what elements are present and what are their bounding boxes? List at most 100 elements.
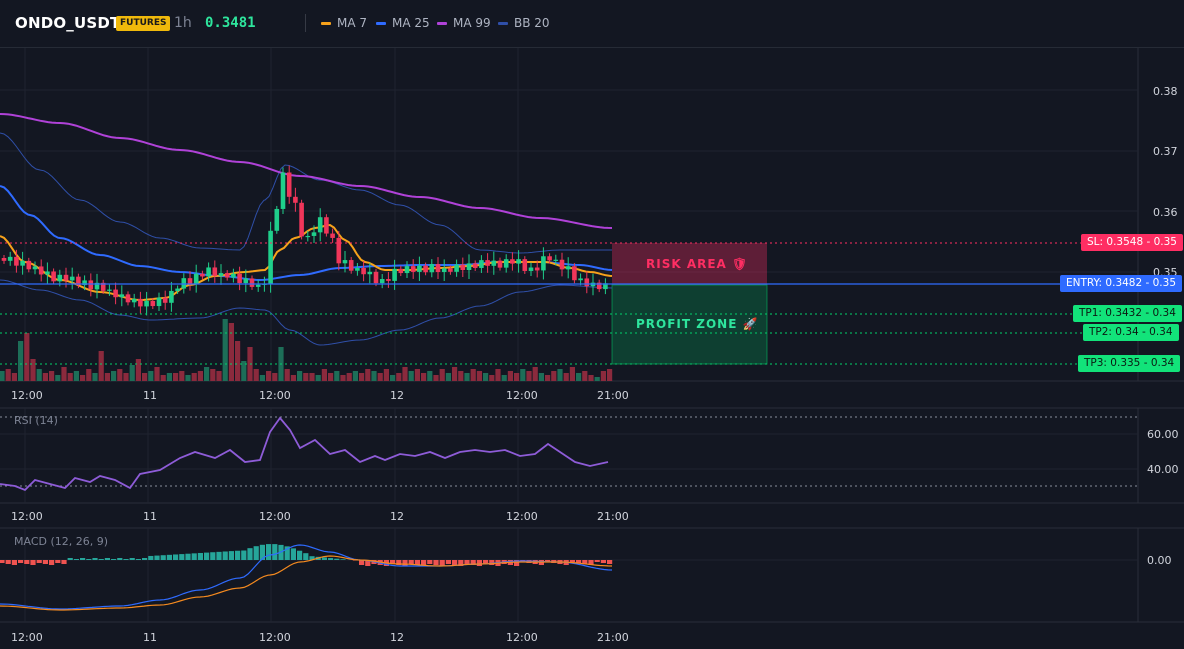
candle-body (107, 289, 112, 291)
volume-bar (569, 367, 575, 381)
candle-body (367, 271, 373, 275)
legend-ma99[interactable]: MA 99 (437, 16, 491, 30)
time-tick: 12:00 (11, 389, 43, 402)
candle-body (373, 271, 379, 284)
profit-zone[interactable] (611, 284, 768, 365)
bb-upper-line (0, 132, 612, 254)
candle-body (361, 268, 366, 275)
macd-histogram-bar (42, 560, 48, 564)
volume-bar (557, 369, 563, 381)
macd-histogram-bar (607, 560, 613, 564)
candle-body (274, 208, 280, 231)
candle-body (466, 263, 472, 271)
tp2-price-tag[interactable]: TP2: 0.34 - 0.34 (1083, 324, 1179, 341)
candle-body (206, 267, 211, 277)
volume-bar (204, 367, 210, 381)
macd-histogram-bar (204, 552, 210, 560)
volume-bar (576, 373, 582, 381)
macd-histogram-bar (5, 560, 11, 564)
volume-bar (340, 375, 346, 381)
sl-price-tag[interactable]: SL: 0.3548 - 0.35 (1081, 234, 1183, 251)
legend-bb20[interactable]: BB 20 (498, 16, 550, 30)
time-axis-rsi: 12:00 11 12:00 12 12:00 21:00 (11, 510, 629, 523)
volume-bar (377, 373, 383, 381)
rsi-tick: 60.00 (1147, 428, 1179, 441)
macd-histogram-bar (545, 560, 551, 562)
macd-histogram-bar (241, 550, 247, 560)
legend-ma25-label: MA 25 (392, 16, 430, 30)
volume-bar (532, 367, 538, 381)
legend-ma99-label: MA 99 (453, 16, 491, 30)
macd-histogram-bar (427, 560, 433, 564)
volume-bar (489, 375, 495, 381)
macd-histogram-bar (0, 560, 5, 563)
time-tick: 21:00 (597, 389, 629, 402)
candle-body (559, 259, 565, 270)
macd-histogram-bar (421, 560, 427, 566)
candle-body (379, 279, 385, 284)
candle-body (237, 273, 242, 284)
macd-histogram-bar (11, 560, 17, 565)
time-tick: 12:00 (11, 510, 43, 523)
tp1-price-tag[interactable]: TP1: 0.3432 - 0.34 (1073, 305, 1182, 322)
candle-body (45, 271, 50, 275)
volume-bar (433, 375, 439, 381)
macd-histogram-bar (284, 546, 290, 560)
risk-area-zone[interactable] (612, 243, 767, 285)
volume-bar (67, 373, 73, 381)
candle-body (200, 273, 205, 277)
candle-body (156, 297, 162, 307)
candle-body (429, 264, 435, 273)
macd-histogram-bar (210, 552, 216, 560)
volume-bar (390, 375, 396, 381)
price-tick: 0.37 (1153, 145, 1178, 158)
volume-bar (179, 371, 185, 381)
volume-bar (24, 333, 30, 381)
volume-bar (222, 319, 228, 381)
volume-bar (396, 373, 402, 381)
time-tick: 12 (390, 389, 404, 402)
candle-body (541, 256, 546, 271)
candle-body (131, 298, 137, 303)
time-axis-macd: 12:00 11 12:00 12 12:00 21:00 (11, 631, 629, 644)
macd-histogram-bar (489, 560, 495, 565)
volume-bar (421, 373, 427, 381)
volume-bar (309, 373, 315, 381)
candle-body (317, 217, 323, 233)
volume-bar (315, 375, 321, 381)
macd-histogram-bar (80, 558, 86, 560)
macd-histogram-bar (458, 560, 464, 566)
candle-body (38, 266, 44, 275)
symbol-name[interactable]: ONDO_USDT (15, 14, 121, 32)
volume-bar (216, 371, 222, 381)
candle-body (472, 263, 478, 268)
legend-ma25[interactable]: MA 25 (376, 16, 430, 30)
volume-bar (545, 375, 551, 381)
volume-bar (470, 369, 476, 381)
volume-bar (55, 375, 61, 381)
candle-body (398, 268, 404, 274)
entry-price-tag[interactable]: ENTRY: 0.3482 - 0.35 (1060, 275, 1183, 292)
volume-bar (427, 371, 433, 381)
volume-bar (600, 371, 606, 381)
candle-body (454, 264, 459, 272)
candle-body (305, 235, 311, 238)
macd-histogram-bar (197, 552, 203, 560)
candle-body (249, 278, 255, 287)
macd-histogram-bar (30, 560, 36, 565)
timeframe-selector[interactable]: 1h (174, 15, 192, 31)
tp3-price-tag[interactable]: TP3: 0.335 - 0.34 (1078, 355, 1181, 372)
macd-histogram-bar (470, 560, 476, 565)
macd-histogram-bar (594, 560, 600, 562)
macd-histogram-bar (365, 560, 371, 566)
candle-body (268, 230, 273, 284)
macd-histogram-bar (588, 560, 594, 565)
volume-bar (297, 371, 303, 381)
macd-tick: 0.00 (1147, 554, 1172, 567)
candle-body (218, 273, 224, 276)
volume-bar (526, 371, 532, 381)
legend-ma7[interactable]: MA 7 (321, 16, 367, 30)
time-tick: 12:00 (506, 389, 538, 402)
candle-body (26, 260, 32, 270)
